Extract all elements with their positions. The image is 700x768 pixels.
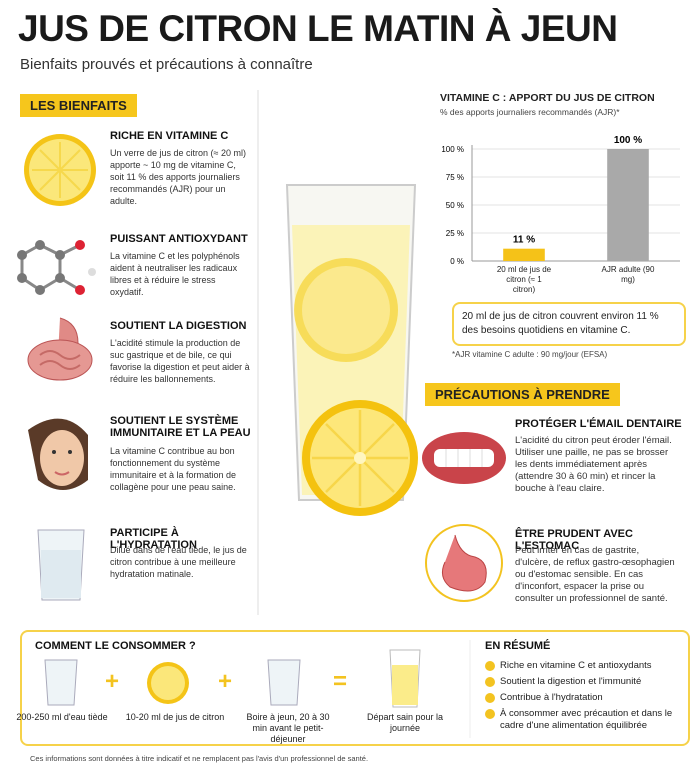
illustration-circle — [88, 268, 96, 276]
illustration-g — [32, 142, 88, 198]
illustration-path — [39, 360, 81, 370]
section-label: LES BIENFAITS — [20, 94, 137, 117]
y-tick-label: 0 % — [450, 257, 464, 266]
value-label: 11 % — [513, 235, 535, 246]
usage-step: Départ sain pour la journée — [366, 712, 444, 733]
x-tick-label: AJR adulte (90 mg) — [601, 265, 655, 284]
value-label: 100 % — [614, 135, 642, 146]
subtitle: Bienfaits prouvés et précautions à conna… — [20, 56, 313, 73]
summary-item: Contribue à l'hydratation — [500, 692, 603, 703]
usage-step: Boire à jeun, 20 à 30 min avant le petit… — [246, 712, 330, 744]
illustration-circle — [302, 266, 390, 354]
check-icon — [485, 677, 495, 687]
y-tick-label: 100 % — [441, 145, 464, 154]
illustration-circle — [354, 452, 366, 464]
illustration-circle — [75, 285, 85, 295]
x-tick-label: 20 ml de jus de citron (≈ 1 citron) — [496, 265, 552, 294]
bar — [607, 149, 649, 261]
benefit-title: PARTICIPE À L'HYDRATATION — [110, 527, 197, 551]
benefit-title: SOUTIENT LE SYSTÈME IMMUNITAIRE ET LA PE… — [110, 415, 251, 439]
illustration-ellipse — [40, 430, 84, 486]
y-tick-label: 25 % — [446, 229, 464, 238]
check-icon — [485, 693, 495, 703]
illustration-circle — [35, 240, 45, 250]
illustration-rect — [392, 665, 418, 705]
operator: + — [105, 668, 120, 695]
benefit-text: La vitamine C contribue au bon fonctionn… — [110, 446, 237, 492]
precaution-title: PROTÉGER L'ÉMAIL DENTAIRE — [515, 418, 682, 430]
illustration-path — [267, 659, 301, 706]
x-tick-label-box: AJR adulte (90 mg) — [601, 265, 655, 284]
benefit-text: L'acidité stimule la production de suc g… — [110, 338, 250, 384]
illustration-ellipse — [27, 339, 93, 381]
chart-title: VITAMINE C : APPORT DU JUS DE CITRON — [440, 92, 655, 104]
y-tick-label: 50 % — [446, 201, 464, 210]
operator: = — [333, 668, 348, 695]
title: JUS DE CITRON LE MATIN À JEUN — [18, 8, 618, 49]
illustration-g — [445, 449, 483, 467]
summary-item: Soutient la digestion et l'immunité — [500, 676, 642, 687]
footer: Ces informations sont données à titre in… — [30, 754, 369, 763]
usage-step: 10-20 ml de jus de citron — [125, 712, 225, 722]
benefit-title: PUISSANT ANTIOXYDANT — [110, 233, 248, 245]
illustration-path — [54, 471, 70, 476]
illustration-circle — [55, 250, 65, 260]
illustration-circle — [17, 250, 27, 260]
section-label: PRÉCAUTIONS À PRENDRE — [425, 383, 620, 406]
y-tick-label: 75 % — [446, 173, 464, 182]
illustration-circle — [55, 273, 65, 283]
illustration-g — [20, 243, 81, 292]
bar — [503, 248, 545, 261]
precaution-title: ÊTRE PRUDENT AVEC L'ESTOMAC — [515, 528, 633, 552]
x-tick-label-box: 20 ml de jus de citron (≈ 1 citron) — [496, 265, 552, 294]
bar-chart: 0 % 25 % 50 % 75 % 100 % 11 % 20 ml de jus de … — [441, 135, 680, 294]
illustration-path — [39, 350, 81, 360]
chart-note: 20 ml de jus de citron couvrent environ … — [452, 302, 686, 346]
illustration-circle — [35, 285, 45, 295]
chart-subtitle: % des apports journaliers recommandés (A… — [440, 107, 620, 117]
operator: + — [218, 668, 233, 695]
illustration-rect — [41, 550, 81, 598]
illustration-g — [17, 240, 65, 295]
illustration-rect — [434, 449, 494, 467]
summary-item: Riche en vitamine C et antioxydants — [500, 660, 652, 671]
check-icon — [485, 709, 495, 719]
bottom-box — [20, 630, 690, 746]
precaution-text: Peut irriter en cas de gastrite, d'ulcèr… — [515, 545, 675, 604]
chart-footnote: *AJR vitamine C adulte : 90 mg/jour (EFS… — [452, 350, 608, 359]
illustration-line — [39, 149, 81, 191]
precaution-text: L'acidité du citron peut éroder l'émail.… — [515, 435, 672, 494]
benefit-text: La vitamine C et les polyphénols aident … — [110, 251, 240, 297]
illustration-g — [39, 350, 81, 370]
illustration-circle — [52, 450, 56, 454]
summary-title: EN RÉSUMÉ — [485, 640, 551, 652]
summary-item: À consommer avec précaution et dans le c… — [500, 708, 673, 731]
illustration-circle — [151, 666, 185, 700]
illustration-path — [44, 659, 78, 706]
usage-title: COMMENT LE CONSOMMER ? — [35, 640, 196, 652]
benefit-title: SOUTIENT LA DIGESTION — [110, 320, 247, 332]
benefit-title: RICHE EN VITAMINE C — [110, 130, 229, 142]
benefit-text: Dilué dans de l'eau tiède, le jus de cit… — [110, 545, 247, 579]
illustration-path — [441, 534, 487, 592]
benefit-text: Un verre de jus de citron (≈ 20 ml) appo… — [110, 148, 246, 206]
illustration-circle — [17, 273, 27, 283]
usage-step: 200-250 ml d'eau tiède — [16, 712, 108, 722]
check-icon — [485, 661, 495, 671]
illustration-circle — [75, 240, 85, 250]
illustration-circle — [68, 450, 72, 454]
